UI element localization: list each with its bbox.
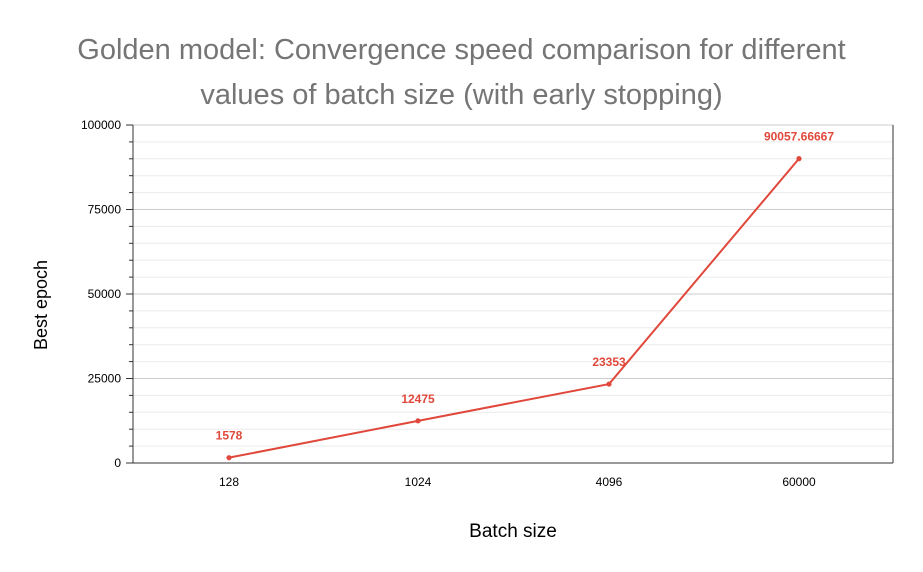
data-label: 12475: [401, 392, 435, 406]
axis-layer: [126, 124, 894, 464]
data-point: [226, 455, 232, 461]
y-tick-label: 25000: [88, 372, 122, 386]
y-tick-label: 50000: [88, 287, 122, 301]
y-tick-label: 0: [114, 456, 121, 470]
data-label: 23353: [592, 355, 626, 369]
y-tick-label: 100000: [81, 118, 121, 132]
chart-title: Golden model: Convergence speed comparis…: [0, 28, 923, 118]
y-axis-title: Best epoch: [31, 260, 51, 350]
data-point: [796, 156, 802, 162]
y-tick-label: 75000: [88, 203, 122, 217]
x-tick-label: 128: [219, 475, 239, 489]
x-tick-label: 1024: [405, 475, 432, 489]
x-tick-label: 60000: [782, 475, 816, 489]
series-line: [228, 157, 800, 459]
x-axis-title: Batch size: [469, 521, 557, 542]
data-label: 90057.66667: [764, 130, 834, 144]
chart-title-line-1: Golden model: Convergence speed comparis…: [77, 34, 846, 66]
series-layer: [226, 156, 802, 461]
data-point: [415, 418, 421, 424]
x-tick-label: 4096: [596, 475, 623, 489]
data-label: 1578: [216, 429, 243, 443]
data-point: [606, 381, 612, 387]
label-layer: 0 25000 50000 75000 100000 128 1024 4096 60000 15…: [81, 118, 834, 489]
grid-layer: [133, 124, 893, 447]
chart-title-line-2: values of batch size (with early stoppin…: [200, 79, 723, 111]
